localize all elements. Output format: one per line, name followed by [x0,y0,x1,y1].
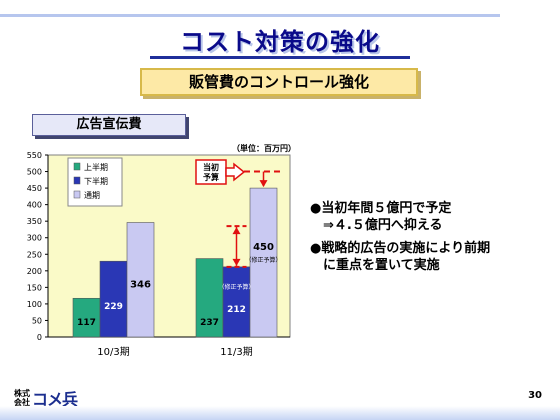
arrow-head [259,180,268,188]
y-tick-label: 350 [27,217,42,226]
footer-band [0,406,560,420]
logo-small-text: 株式 [14,389,30,398]
arrow-head [232,258,241,266]
y-tick-label: 400 [27,201,42,210]
page-number: 30 [528,390,542,401]
callout-arrow [225,162,246,182]
bar-2-2 [222,266,251,338]
bar-3-1 [126,222,155,338]
slide-title: コスト対策の強化 [180,28,380,56]
annotation-revised: （修正予算） [245,256,281,264]
x-tick-label: 11/3期 [220,346,252,358]
title-underline [150,56,410,59]
top-rule [0,14,500,17]
callout-text: 予算 [203,172,219,182]
unit-label: （単位：百万円） [232,144,296,153]
legend-label: 通期 [84,190,100,200]
data-label: 346 [130,280,151,291]
data-label: 237 [200,318,219,328]
callout-text: 当初 [203,162,219,172]
bar-chart: 0 50 100 150 200 250 300 350 400 450 500 550 117 229… [27,151,291,358]
y-tick-label: 300 [27,234,42,243]
annotation-revised: （修正予算） [218,283,254,291]
logo-small-text: 会社 [14,398,30,407]
section-label: 広告宣伝費 [32,114,186,136]
logo-main-text: コメ兵 [32,390,78,409]
budget-callout-box [195,159,227,185]
y-tick-label: 250 [27,250,42,259]
legend-swatch [73,190,81,199]
y-tick-label: 450 [27,184,42,193]
y-tick-label: 0 [37,333,42,342]
y-tick-label: 550 [27,151,42,160]
legend-label: 上半期 [84,162,108,172]
legend-swatch [73,176,81,185]
bullet-item: ●当初年間５億円で予定 ⇒４.５億円へ抑える [310,201,452,233]
y-tick-label: 150 [27,283,42,292]
company-logo: 株式 会社 コメ兵 [14,386,78,410]
x-tick-label: 10/3期 [97,346,129,358]
y-tick-label: 500 [27,168,42,177]
bar-2-1 [99,260,128,338]
y-tick-label: 50 [32,316,42,325]
bar-1-1 [72,297,101,338]
arrow-head [232,227,241,235]
data-label: 212 [227,305,246,315]
y-tick-label: 200 [27,267,42,276]
bullet-list: ●当初年間５億円で予定 ⇒４.５億円へ抑える ●戦略的広告の実施により前期 に重… [310,200,550,280]
legend-label: 下半期 [84,176,108,186]
legend-swatch [73,162,81,171]
data-label: 450 [253,242,274,253]
slide-subtitle: 販管費のコントロール強化 [140,68,418,96]
data-label: 117 [77,318,96,328]
y-tick-label: 100 [27,300,42,309]
bar-3-2 [249,187,278,338]
bullet-item: ●戦略的広告の実施により前期 に重点を置いて実施 [310,241,491,273]
bar-1-2 [195,258,224,338]
data-label: 229 [104,302,123,312]
